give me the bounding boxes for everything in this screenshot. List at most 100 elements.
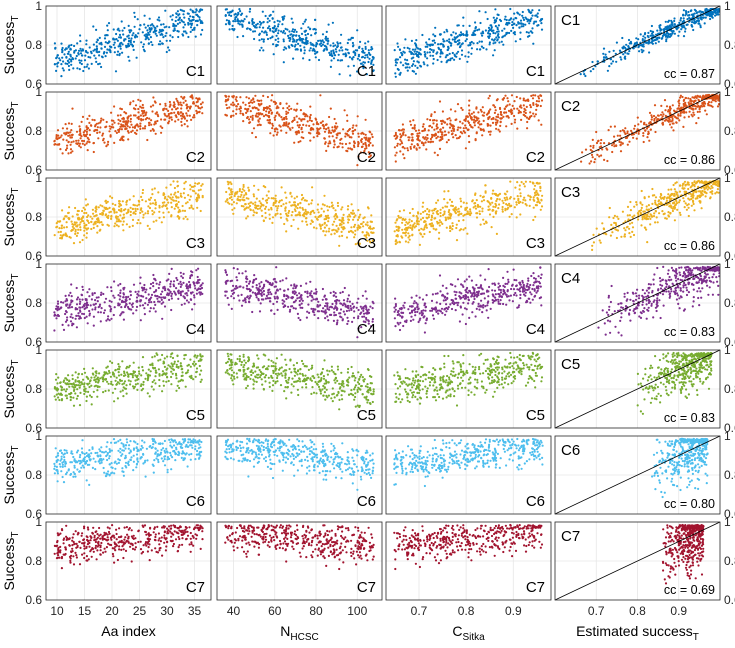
scatter-point (449, 59, 452, 62)
scatter-point (637, 218, 640, 221)
scatter-point (142, 216, 145, 219)
scatter-point (529, 115, 532, 118)
scatter-point (399, 61, 402, 64)
scatter-point (464, 39, 467, 43)
scatter-point (325, 123, 328, 126)
scatter-point (127, 44, 130, 47)
scatter-point (97, 122, 100, 125)
scatter-point (330, 233, 333, 236)
scatter-point (637, 44, 641, 48)
scatter-point (627, 38, 631, 42)
scatter-point (683, 116, 686, 119)
scatter-point (245, 197, 248, 200)
scatter-point (285, 196, 288, 199)
scatter-point (336, 201, 339, 205)
scatter-point (78, 125, 81, 128)
scatter-point (470, 52, 473, 55)
scatter-point (310, 210, 313, 214)
scatter-point (443, 31, 446, 34)
scatter-point (245, 193, 248, 196)
scatter-point (255, 112, 258, 115)
scatter-point (239, 109, 242, 113)
scatter-point (185, 119, 189, 122)
scatter-point (139, 24, 142, 27)
scatter-point (715, 13, 718, 16)
scatter-point (236, 197, 239, 201)
scatter-point (184, 202, 188, 205)
scatter-point (654, 42, 657, 45)
scatter-point (663, 99, 667, 102)
scatter-point (174, 120, 177, 123)
scatter-point (179, 111, 182, 114)
scatter-point (260, 99, 263, 102)
scatter-point (399, 136, 402, 139)
scatter-point (80, 120, 83, 123)
scatter-point (456, 35, 459, 38)
scatter-point (470, 112, 473, 115)
scatter-point (609, 125, 612, 128)
scatter-point (96, 225, 99, 228)
scatter-point (177, 190, 180, 193)
scatter-point (345, 132, 348, 135)
scatter-point (95, 28, 98, 31)
scatter-point (285, 217, 288, 220)
y-tick-label: 0.6 (724, 163, 735, 177)
scatter-point (470, 125, 473, 128)
scatter-point (113, 141, 116, 144)
scatter-point (224, 200, 227, 203)
scatter-point (305, 36, 308, 39)
scatter-point (529, 180, 532, 183)
scatter-point (153, 211, 156, 214)
scatter-point (196, 196, 199, 200)
scatter-point (362, 221, 365, 224)
scatter-point (69, 236, 72, 239)
scatter-point (412, 119, 415, 122)
scatter-point (291, 28, 295, 31)
scatter-point (276, 25, 280, 28)
scatter-point (198, 98, 201, 101)
scatter-point (147, 42, 150, 45)
scatter-point (415, 46, 418, 49)
scatter-point (231, 208, 234, 211)
scatter-point (262, 94, 265, 97)
scatter-point (59, 230, 63, 233)
scatter-point (190, 95, 193, 98)
scatter-point (252, 214, 255, 217)
scatter-point (453, 58, 456, 61)
scatter-point (338, 235, 341, 238)
scatter-point (189, 105, 192, 108)
scatter-point (404, 218, 407, 221)
scatter-point (251, 19, 254, 22)
scatter-point (236, 35, 239, 39)
scatter-point (139, 127, 142, 130)
scatter-point (678, 21, 681, 24)
scatter-point (524, 180, 528, 183)
scatter-point (532, 206, 535, 209)
scatter-point (696, 19, 699, 22)
scatter-point (130, 123, 133, 126)
scatter-point (61, 48, 64, 51)
scatter-point (81, 238, 84, 242)
scatter-point (501, 205, 504, 209)
scatter-point (651, 202, 654, 205)
scatter-point (98, 42, 101, 45)
scatter-point (510, 17, 513, 20)
scatter-point (407, 139, 410, 142)
scatter-point (682, 24, 685, 27)
scatter-point (364, 54, 367, 57)
scatter-point (395, 58, 398, 61)
scatter-point (633, 42, 637, 45)
scatter-point (103, 45, 107, 49)
scatter-point (320, 207, 323, 210)
scatter-point (651, 30, 654, 33)
scatter-point (507, 109, 511, 112)
scatter-point (521, 14, 524, 17)
scatter-point (78, 129, 82, 132)
scatter-point (173, 207, 176, 210)
scatter-point (268, 118, 271, 121)
scatter-point (432, 212, 435, 215)
scatter-point (309, 213, 312, 216)
scatter-point (295, 30, 298, 33)
scatter-point (498, 130, 501, 133)
scatter-point (413, 126, 416, 129)
